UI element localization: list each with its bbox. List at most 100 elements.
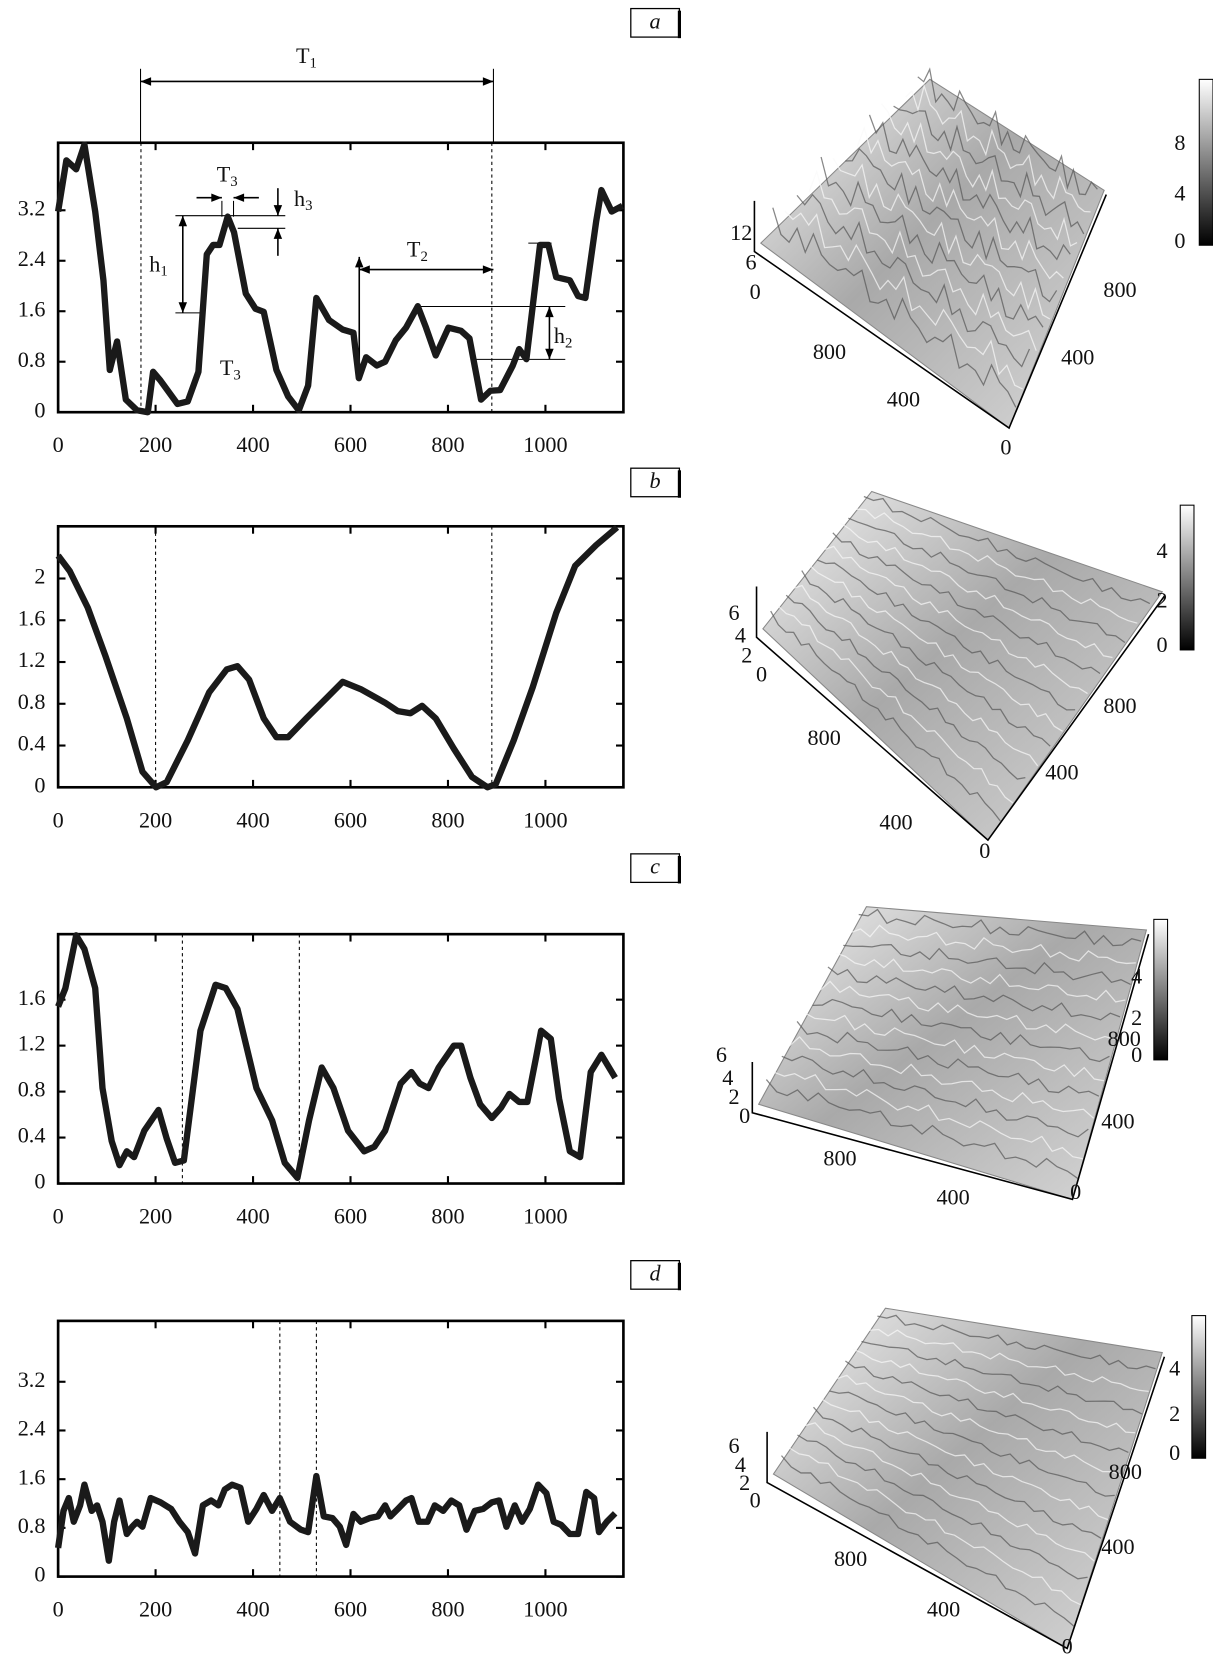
- surface-axis: [766, 1356, 1166, 1650]
- colorbar: [1191, 1315, 1207, 1459]
- y-tick-label: 0: [34, 772, 45, 797]
- annotation-subscript: 2: [420, 249, 427, 265]
- annotation-subscript: 3: [230, 174, 237, 190]
- surface-ridge: [781, 1055, 1089, 1138]
- surface-tick-label: 400: [1101, 1534, 1134, 1559]
- annotation-text: T: [217, 162, 231, 187]
- panel-label: d: [650, 1261, 662, 1286]
- surface-ridge: [796, 193, 1031, 368]
- x-tick-label: 200: [139, 1597, 172, 1622]
- z-tick-label: 12: [730, 220, 752, 245]
- surface-ridge: [793, 584, 1039, 767]
- surface-tick-label: 400: [887, 387, 920, 412]
- z-tick-label: 4: [722, 1065, 733, 1090]
- surface-ridge: [845, 147, 1058, 303]
- surface-ridge: [805, 1422, 1095, 1562]
- annotation-subscript: 1: [160, 264, 167, 280]
- profile-line: [55, 932, 618, 1181]
- y-tick-label: 2.4: [18, 1416, 46, 1441]
- arrow-head: [178, 302, 188, 313]
- surface-tick-label: 800: [1109, 1459, 1142, 1484]
- x-tick-label: 600: [334, 1597, 367, 1622]
- surface-ridge: [845, 1360, 1129, 1454]
- z-tick-label: 0: [750, 1488, 761, 1513]
- surface-tick-label: 400: [879, 809, 912, 834]
- x-tick-label: 1000: [523, 1597, 567, 1622]
- surface-tick-label: 800: [1108, 1026, 1141, 1051]
- plot-frame: [56, 141, 625, 414]
- annotation: T1: [296, 43, 317, 72]
- surface-ridge: [863, 495, 1151, 605]
- surface-ridge: [829, 1390, 1115, 1497]
- y-tick-label: 0: [34, 1169, 45, 1194]
- annotation: T3: [217, 162, 238, 191]
- surface-ridge: [804, 1012, 1105, 1082]
- surface-ridge: [812, 998, 1110, 1063]
- surface-tick-label: 400: [1101, 1108, 1134, 1133]
- y-tick-label: 3.2: [18, 195, 46, 220]
- annotation-text: T: [220, 355, 234, 380]
- surface-axis: [755, 586, 1166, 842]
- colorbar-tick-label: 8: [1174, 130, 1185, 155]
- arrow-head: [140, 77, 152, 86]
- surface-3d: [762, 490, 1164, 841]
- surface-tick-label: 800: [813, 339, 846, 364]
- surface-ridge: [868, 114, 1071, 261]
- surface-ridge: [770, 610, 1001, 822]
- annotation-text: h: [294, 186, 305, 211]
- surface-ridge: [808, 169, 1037, 351]
- x-tick-label: 0: [53, 1203, 64, 1228]
- annotation: T3: [220, 355, 241, 384]
- surface-ridge: [788, 1035, 1095, 1119]
- y-tick-label: 0: [34, 397, 45, 422]
- x-tick-label: 200: [139, 1203, 172, 1228]
- x-tick-label: 800: [431, 432, 464, 457]
- surface-ridge: [848, 517, 1126, 644]
- surface-ridge: [905, 83, 1091, 213]
- x-tick-label: 400: [236, 1597, 269, 1622]
- surface-tick-label: 400: [1061, 344, 1094, 369]
- y-tick-label: 1.6: [18, 985, 46, 1010]
- x-tick-label: 1000: [523, 807, 567, 832]
- surface-ridge: [817, 559, 1076, 711]
- surface-ridge: [796, 1021, 1100, 1097]
- colorbar: [1179, 504, 1195, 651]
- z-tick-label: 6: [716, 1042, 727, 1067]
- arrow-head: [178, 215, 188, 227]
- y-tick-label: 2: [34, 564, 45, 589]
- panel-label: b: [650, 468, 661, 493]
- surface-ridge: [785, 594, 1026, 780]
- surface-tick-label: 800: [808, 725, 841, 750]
- surface-ridge: [893, 105, 1085, 235]
- surface-tick-label: 400: [1045, 760, 1078, 785]
- panel-label: c: [650, 854, 660, 879]
- y-tick-label: 0.4: [18, 1123, 46, 1148]
- surface-ridge: [789, 1447, 1082, 1606]
- surface-ridge: [869, 1328, 1149, 1392]
- x-tick-label: 600: [334, 432, 367, 457]
- surface-ridge: [784, 210, 1023, 390]
- z-tick-label: 6: [729, 1433, 740, 1458]
- surface-ridge: [780, 1455, 1075, 1627]
- x-tick-label: 600: [334, 1203, 367, 1228]
- profile-line: [54, 1472, 618, 1564]
- surface-tick-label: 400: [927, 1597, 960, 1622]
- y-tick-label: 3.2: [18, 1367, 46, 1392]
- z-tick-label: 2: [729, 1084, 740, 1109]
- y-tick-label: 0.4: [18, 731, 46, 756]
- colorbar-tick-label: 2: [1131, 1005, 1142, 1030]
- surface-ridge: [856, 508, 1138, 624]
- surface-ridge: [819, 980, 1115, 1041]
- surface-ridge: [856, 125, 1064, 280]
- surface-ridge: [877, 1314, 1156, 1370]
- surface-ridge: [832, 532, 1101, 675]
- surface-ridge: [853, 1348, 1136, 1434]
- panel-label-box: [630, 7, 681, 38]
- y-tick-label: 1.2: [18, 1031, 46, 1056]
- surface-ridge: [837, 1374, 1122, 1477]
- profile-line: [54, 141, 624, 416]
- z-tick-label: 0: [750, 279, 761, 304]
- arrow-head: [233, 193, 245, 202]
